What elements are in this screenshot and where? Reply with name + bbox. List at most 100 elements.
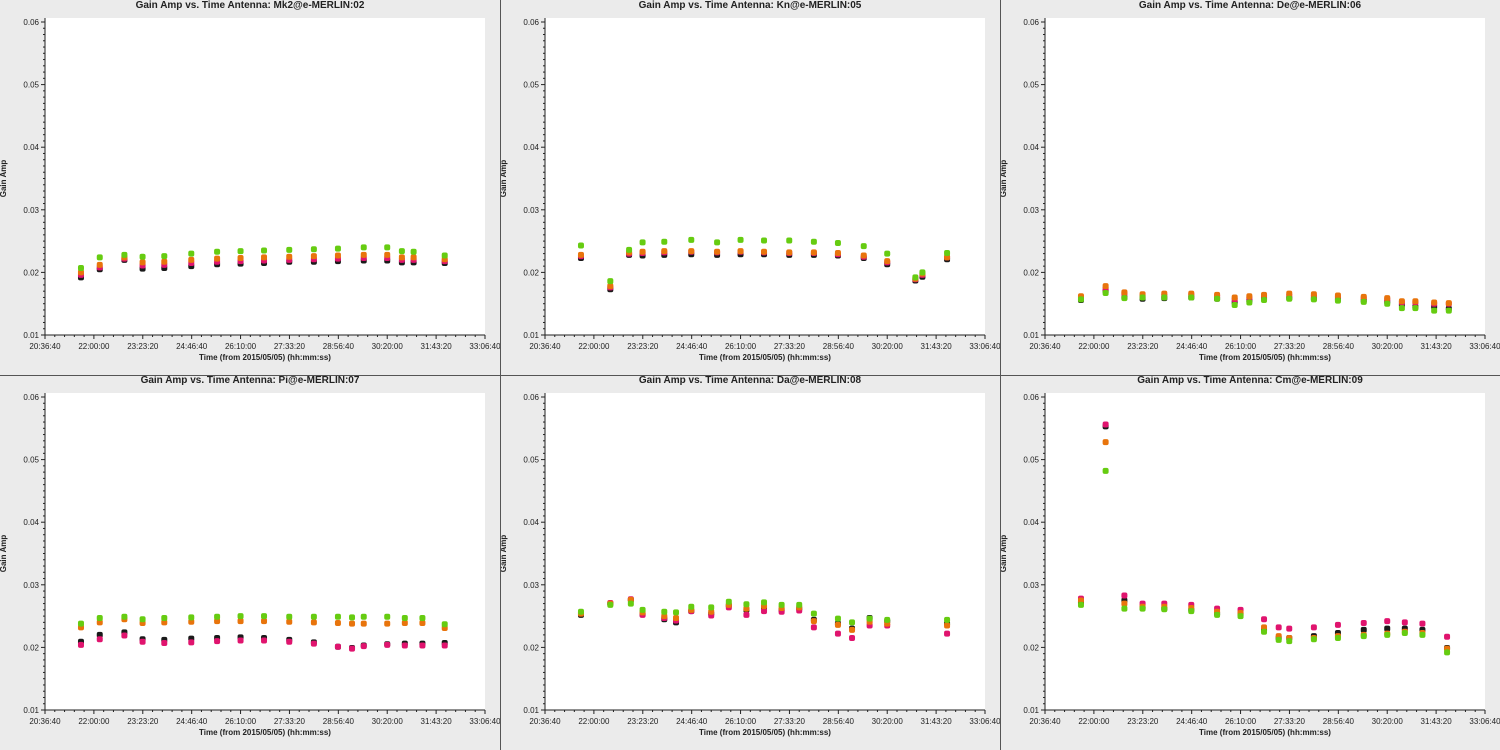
plot-area <box>1045 18 1485 335</box>
data-point <box>441 621 448 628</box>
y-axis-label: Gain Amp <box>500 535 508 573</box>
data-point <box>639 248 646 255</box>
data-point <box>849 635 856 642</box>
data-point <box>1310 624 1317 631</box>
data-point <box>1310 291 1317 298</box>
data-point <box>77 641 84 648</box>
data-point <box>384 620 391 627</box>
data-point <box>1384 618 1391 625</box>
data-point <box>1360 619 1367 626</box>
x-tick-label: 24:46:40 <box>176 342 208 351</box>
x-tick-label: 30:20:00 <box>372 342 404 351</box>
data-point <box>860 243 867 250</box>
x-tick-label: 27:33:20 <box>774 717 806 726</box>
x-tick-label: 28:56:40 <box>323 717 355 726</box>
data-point <box>77 620 84 627</box>
data-point <box>188 614 195 621</box>
x-tick-label: 30:20:00 <box>372 717 404 726</box>
gain-plot-panel: Gain Amp vs. Time Antenna: Mk2@e-MERLIN:… <box>0 0 500 375</box>
series-corr_green <box>1077 290 1452 314</box>
data-point <box>1444 649 1451 656</box>
x-axis-label: Time (from 2015/05/05) (hh:mm:ss) <box>1199 353 1331 362</box>
data-point <box>607 283 614 290</box>
data-point <box>161 253 168 260</box>
data-point <box>1334 635 1341 642</box>
data-point <box>577 242 584 249</box>
x-tick-label: 30:20:00 <box>872 342 904 351</box>
x-tick-label: 33:06:40 <box>469 342 500 351</box>
data-point <box>261 618 268 625</box>
y-tick-label: 0.05 <box>1023 81 1039 90</box>
data-point <box>639 239 646 246</box>
data-point <box>96 254 103 261</box>
x-tick-label: 26:10:00 <box>225 717 257 726</box>
data-point <box>1139 294 1146 301</box>
data-point <box>360 251 367 258</box>
data-point <box>349 645 356 652</box>
x-tick-label: 30:20:00 <box>1372 342 1404 351</box>
y-tick-label: 0.03 <box>523 581 539 590</box>
data-point <box>214 248 221 255</box>
series-corr_orange <box>77 251 448 276</box>
y-tick-label: 0.05 <box>23 456 39 465</box>
data-point <box>1310 296 1317 303</box>
data-point <box>761 599 768 606</box>
gain-plot-svg: Gain Amp vs. Time Antenna: Cm@e-MERLIN:0… <box>1000 375 1500 737</box>
data-point <box>360 620 367 627</box>
data-point <box>849 619 856 626</box>
data-point <box>1121 605 1128 612</box>
y-tick-label: 0.04 <box>1023 518 1039 527</box>
data-point <box>1412 305 1419 312</box>
data-point <box>139 253 146 260</box>
data-point <box>627 600 634 607</box>
gain-plot-svg: Gain Amp vs. Time Antenna: Mk2@e-MERLIN:… <box>0 0 500 362</box>
data-point <box>360 643 367 650</box>
data-point <box>1286 638 1293 645</box>
data-point <box>714 248 721 255</box>
data-point <box>688 248 695 255</box>
data-point <box>1412 298 1419 305</box>
data-point <box>1334 292 1341 299</box>
data-point <box>810 238 817 245</box>
plot-title: Gain Amp vs. Time Antenna: Mk2@e-MERLIN:… <box>136 0 365 11</box>
data-point <box>1286 290 1293 297</box>
x-tick-label: 20:36:40 <box>529 717 561 726</box>
y-tick-label: 0.01 <box>523 331 539 340</box>
data-point <box>384 244 391 251</box>
data-point <box>1419 631 1426 638</box>
data-point <box>1286 625 1293 632</box>
data-point <box>334 643 341 650</box>
data-point <box>737 248 744 255</box>
data-point <box>743 601 750 608</box>
plot-area <box>45 393 485 710</box>
plot-title: Gain Amp vs. Time Antenna: De@e-MERLIN:0… <box>1139 0 1362 11</box>
x-tick-label: 26:10:00 <box>1225 342 1257 351</box>
data-point <box>1121 592 1128 599</box>
data-point <box>688 236 695 243</box>
data-point <box>310 619 317 626</box>
plot-area <box>45 18 485 335</box>
x-tick-label: 31:43:20 <box>1421 717 1453 726</box>
series-corr_green <box>577 598 951 626</box>
x-axis-label: Time (from 2015/05/05) (hh:mm:ss) <box>699 728 831 737</box>
gain-plot-panel: Gain Amp vs. Time Antenna: Pi@e-MERLIN:0… <box>0 375 500 750</box>
y-tick-label: 0.03 <box>1023 206 1039 215</box>
data-point <box>286 253 293 260</box>
y-tick-label: 0.05 <box>523 456 539 465</box>
data-point <box>849 626 856 633</box>
data-point <box>884 616 891 623</box>
x-tick-label: 22:00:00 <box>578 342 610 351</box>
data-point <box>1231 301 1238 308</box>
x-tick-label: 24:46:40 <box>676 717 708 726</box>
data-point <box>1102 467 1109 474</box>
series-corr_green <box>77 613 448 628</box>
data-point <box>161 258 168 265</box>
x-tick-label: 28:56:40 <box>1323 342 1355 351</box>
data-point <box>778 601 785 608</box>
data-point <box>1237 613 1244 620</box>
plot-title: Gain Amp vs. Time Antenna: Da@e-MERLIN:0… <box>639 375 862 386</box>
data-point <box>944 630 951 637</box>
data-point <box>944 622 951 629</box>
x-tick-label: 31:43:20 <box>1421 342 1453 351</box>
data-point <box>286 246 293 253</box>
